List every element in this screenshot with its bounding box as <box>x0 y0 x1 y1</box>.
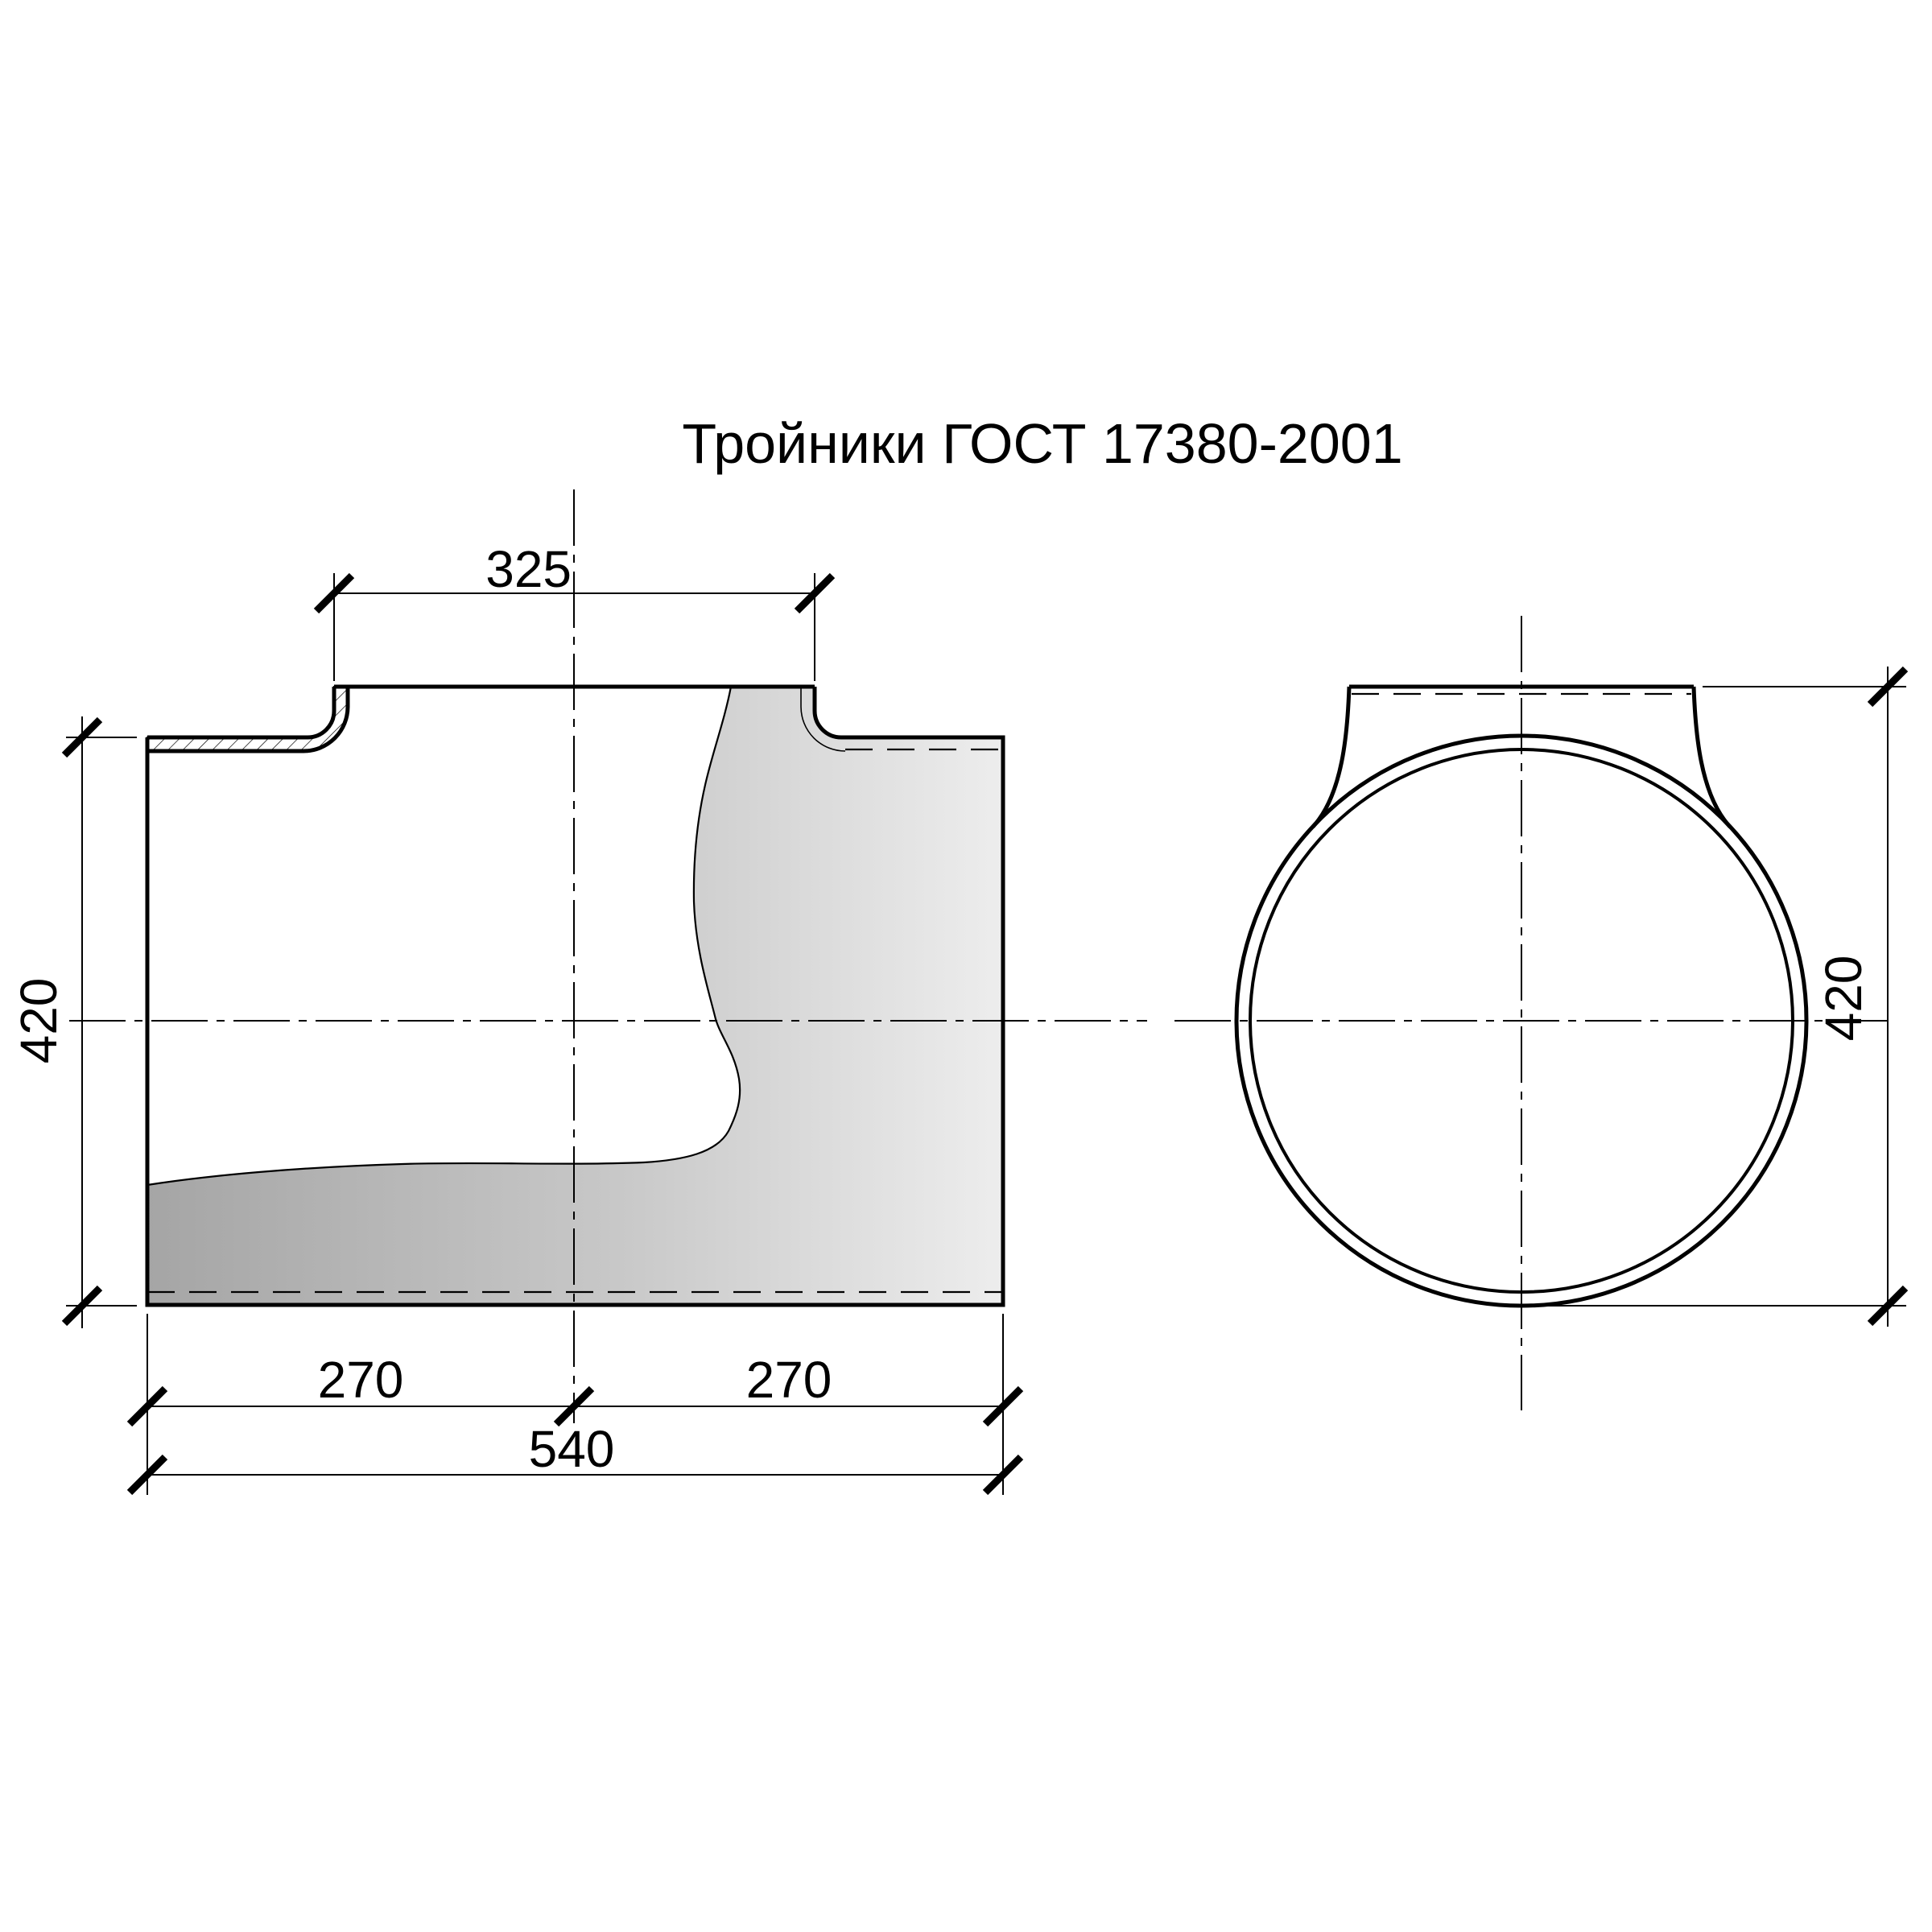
dim-label-420-left: 420 <box>10 978 68 1064</box>
break-line <box>147 686 741 1187</box>
dim-label-270-left: 270 <box>318 1351 404 1409</box>
external-surface-shading <box>147 687 1003 1305</box>
side-view <box>1174 616 1893 1410</box>
dim-label-420-right: 420 <box>1814 956 1872 1042</box>
tick <box>794 572 836 614</box>
dim-label-270-right: 270 <box>746 1351 832 1409</box>
tick <box>982 1385 1024 1427</box>
dimension-body-height: 420 <box>10 716 137 1328</box>
tick <box>1867 1285 1909 1327</box>
branch-inner-fillet-edge <box>800 687 846 752</box>
tick <box>1867 666 1909 708</box>
tick <box>61 1285 103 1327</box>
section-hatch <box>147 686 349 752</box>
dim-label-540: 540 <box>529 1420 615 1478</box>
tick <box>126 1454 168 1496</box>
branch-flare-left <box>1311 686 1352 828</box>
drawing-title: Тройники ГОСТ 17380-2001 <box>682 412 1402 475</box>
dimension-run-lengths: 270 270 540 <box>126 1314 1024 1496</box>
extension-lines-420-right <box>1524 686 1906 1307</box>
dimensions: 325 420 270 270 540 <box>10 540 1909 1496</box>
branch-flare-right <box>1691 686 1732 828</box>
tick <box>313 572 355 614</box>
dimension-branch-diameter: 325 <box>313 540 836 681</box>
tick <box>982 1454 1024 1496</box>
dimension-side-diameter: 420 <box>1524 666 1909 1327</box>
dim-label-325: 325 <box>485 540 572 598</box>
tick <box>61 716 103 758</box>
front-view <box>69 489 1147 1423</box>
tick <box>126 1385 168 1427</box>
tick <box>553 1385 595 1427</box>
